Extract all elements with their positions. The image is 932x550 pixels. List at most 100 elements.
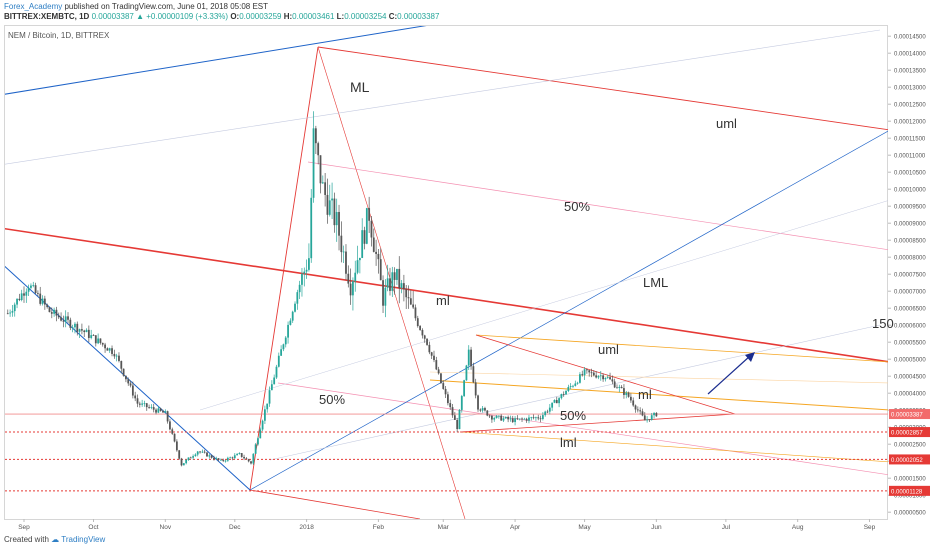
candle-body [57, 315, 60, 318]
small-fifty-line [429, 371, 888, 384]
candle-body [463, 380, 466, 397]
candle-body [331, 198, 333, 201]
x-tick-label: Nov [160, 524, 172, 531]
candle-body [414, 307, 417, 319]
candle-body [386, 278, 389, 288]
candle-body [521, 418, 523, 420]
lml-blue-line [249, 130, 888, 491]
candle-body [141, 403, 144, 405]
candle-body [178, 450, 181, 459]
candle-body [83, 330, 86, 333]
candle-body [13, 304, 16, 312]
candle-body [349, 283, 352, 296]
candle-body [514, 418, 516, 423]
candle-body [358, 257, 361, 261]
upper-median-line [317, 46, 888, 131]
y-tick-label: 0.00014000 [894, 52, 926, 58]
candle-body [74, 323, 76, 328]
candle-body [537, 417, 540, 419]
candle-body [11, 311, 14, 313]
candle-body [356, 260, 359, 273]
candle-body [157, 408, 160, 413]
candle-body [398, 268, 401, 289]
candle-body [164, 411, 167, 413]
candle-body [192, 456, 194, 458]
candle-body [85, 329, 88, 333]
y-tick-label: 0.00006000 [894, 324, 926, 330]
y-tick-label: 0.00011500 [894, 137, 926, 143]
candle-body [296, 292, 299, 304]
candle-body [6, 313, 9, 315]
candle-body [488, 415, 491, 417]
candle-body [259, 429, 262, 439]
candle-body [333, 198, 336, 226]
x-tick-label: Mar [438, 524, 450, 531]
last-price: 0.00003387 [91, 12, 134, 21]
candle-body [544, 411, 547, 416]
label-uml-top: uml [716, 116, 737, 131]
candle-body [55, 309, 58, 316]
candle-body [229, 457, 232, 459]
high-label: H: [283, 12, 293, 21]
candle-body [224, 460, 227, 462]
candle-body [210, 455, 213, 458]
candle-body [442, 383, 445, 389]
candle-body [18, 298, 21, 301]
candle-body [303, 271, 306, 274]
candle-body [372, 237, 375, 252]
candle-body [284, 337, 287, 345]
candle-body [558, 398, 560, 404]
candle-body [125, 375, 127, 380]
price-label-tag [889, 409, 930, 420]
candle-body [597, 376, 600, 378]
candle-body [138, 403, 141, 405]
y-tick-label: 0.00013500 [894, 69, 926, 75]
candle-body [328, 200, 331, 215]
median-line-ml [5, 227, 888, 363]
candle-body [565, 391, 567, 395]
candle-body [579, 374, 581, 383]
candle-body [507, 416, 510, 420]
candle-body [243, 456, 245, 459]
candle-body [233, 455, 236, 459]
candle-body [301, 273, 303, 285]
candle-body [308, 258, 310, 270]
candle-body [222, 459, 225, 461]
tradingview-brand[interactable]: TradingView [61, 535, 106, 544]
candle-body [34, 285, 37, 293]
candle-body [479, 409, 482, 411]
candle-body [39, 293, 42, 304]
candle-body [458, 409, 461, 430]
x-tick-label: Jul [722, 524, 731, 531]
candle-body [509, 418, 512, 420]
candle-body [326, 194, 329, 215]
candle-body [338, 212, 340, 236]
candle-body [447, 394, 449, 404]
candle-body [46, 304, 49, 308]
price-label-text: 0.00003387 [891, 413, 923, 419]
candle-body [317, 143, 320, 156]
candle-body [9, 312, 12, 314]
candle-body [616, 387, 618, 389]
candle-body [569, 386, 572, 387]
author-link[interactable]: Forex_Academy [4, 2, 63, 11]
candle-body [588, 370, 591, 373]
candle-body [444, 388, 447, 395]
candle-body [340, 235, 343, 253]
candle-body [402, 283, 405, 290]
candle-body [321, 182, 324, 184]
candle-body [636, 409, 639, 411]
candle-body [78, 329, 81, 332]
candle-body [16, 298, 18, 305]
candle-body [171, 429, 174, 434]
candle-body [64, 316, 67, 322]
candle-body [655, 412, 658, 417]
chart-frame [4, 25, 888, 520]
y-tick-label: 0.00008000 [894, 256, 926, 262]
y-tick-label: 0.00005000 [894, 358, 926, 364]
pitchfork-handle-right [317, 46, 466, 519]
pitchfork-handle-left [249, 46, 319, 491]
y-tick-label: 0.00004000 [894, 392, 926, 398]
y-tick-label: 0.00009500 [894, 205, 926, 211]
